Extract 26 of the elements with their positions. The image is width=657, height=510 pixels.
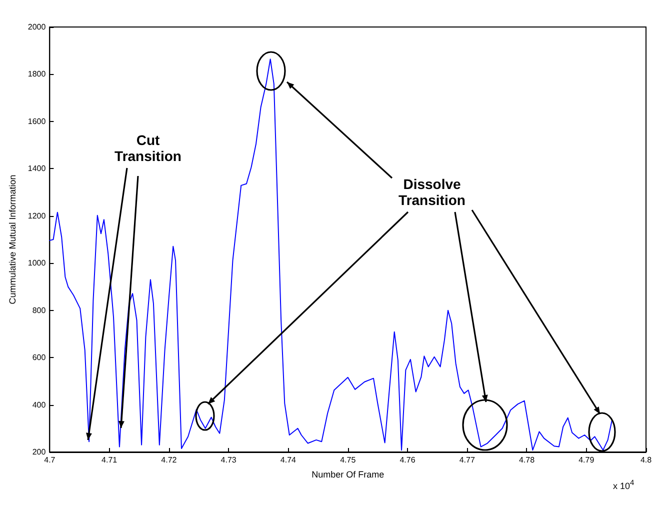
annotation: Cut Transition: [114, 132, 182, 164]
x-tick-label: 4.8: [640, 456, 652, 464]
x-tick-label: 4.75: [340, 456, 356, 464]
y-tick-label: 1600: [28, 116, 46, 126]
x-axis-title: Number Of Frame: [312, 470, 384, 480]
x-tick-label: 4.77: [459, 456, 476, 464]
y-tick-label: 2000: [28, 22, 46, 32]
x-tick-label: 4.79: [578, 456, 595, 464]
y-tick-label: 200: [32, 448, 46, 456]
y-tick-label: 400: [32, 400, 46, 410]
y-tick-label: 1400: [28, 164, 46, 174]
x-tick-label: 4.71: [102, 456, 118, 464]
y-tick-label: 1200: [28, 211, 46, 220]
x-tick-label: 4.76: [400, 456, 416, 464]
x-tick-label: 4.74: [280, 456, 297, 464]
y-axis-title: Cummulative Mutual Information: [8, 174, 18, 304]
y-tick-label: 1800: [28, 70, 46, 79]
y-tick-label: 800: [32, 306, 46, 315]
x-tick-label: 4.7: [44, 456, 56, 464]
text: x 10$^{4}$: [613, 478, 634, 491]
x-tick-label: 4.72: [161, 456, 178, 464]
x-tick-label: 4.73: [220, 456, 237, 464]
y-tick-label: 600: [32, 353, 46, 362]
y-tick-label: 1000: [28, 258, 46, 268]
annotation: Dissolve Transition: [398, 176, 466, 208]
x-tick-label: 4.78: [518, 456, 536, 464]
